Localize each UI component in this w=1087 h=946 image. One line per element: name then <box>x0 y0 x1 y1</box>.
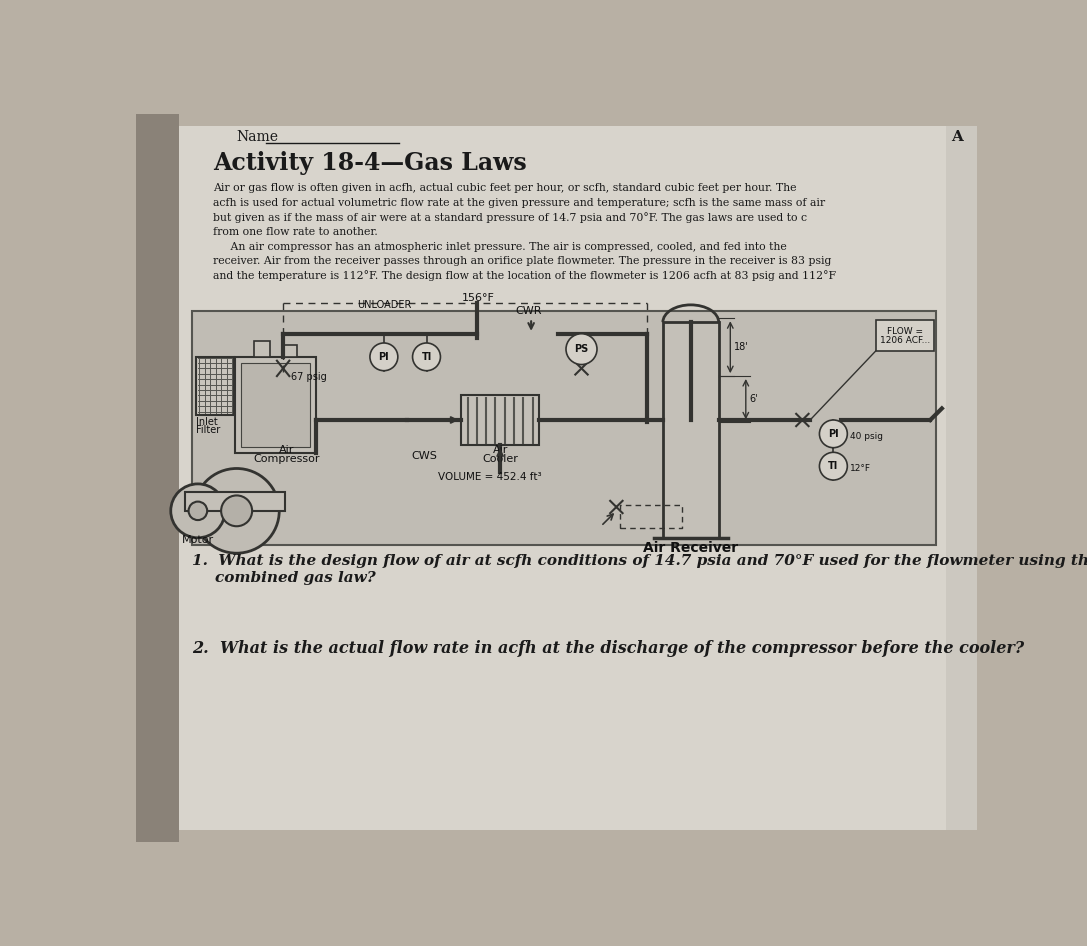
Text: PS: PS <box>574 344 589 354</box>
Text: Filter: Filter <box>197 425 221 435</box>
Text: 1206 ACF...: 1206 ACF... <box>880 336 930 345</box>
Circle shape <box>820 452 848 480</box>
Text: FLOW =: FLOW = <box>887 327 923 336</box>
Bar <box>241 363 310 447</box>
Text: A: A <box>951 131 963 144</box>
Text: Activity 18-4—Gas Laws: Activity 18-4—Gas Laws <box>213 150 527 175</box>
Bar <box>136 114 167 842</box>
Bar <box>185 492 286 511</box>
Text: 40 psig: 40 psig <box>850 431 884 441</box>
Text: PI: PI <box>828 429 839 439</box>
Text: CWR: CWR <box>515 307 542 317</box>
Text: Air or gas flow is often given in acfh, actual cubic feet per hour, or scfh, sta: Air or gas flow is often given in acfh, … <box>213 184 797 193</box>
Text: Air: Air <box>492 445 508 455</box>
Text: Air Receiver: Air Receiver <box>644 541 738 554</box>
Text: 2.  What is the actual flow rate in acfh at the discharge of the compressor befo: 2. What is the actual flow rate in acfh … <box>191 640 1024 657</box>
Circle shape <box>820 420 848 447</box>
Bar <box>191 310 936 546</box>
Text: from one flow rate to another.: from one flow rate to another. <box>213 227 378 237</box>
Bar <box>254 342 270 357</box>
Text: Compressor: Compressor <box>253 453 321 464</box>
Circle shape <box>188 501 208 520</box>
Text: but given as if the mass of air were at a standard pressure of 14.7 psia and 70°: but given as if the mass of air were at … <box>213 212 808 222</box>
Text: TI: TI <box>422 352 432 361</box>
Bar <box>235 357 316 453</box>
Circle shape <box>171 484 225 537</box>
Circle shape <box>413 343 440 371</box>
Bar <box>946 126 977 831</box>
Text: PI: PI <box>378 352 389 361</box>
Text: Inlet: Inlet <box>197 417 218 428</box>
Text: Name: Name <box>237 131 278 144</box>
Text: An air compressor has an atmospheric inlet pressure. The air is compressed, cool: An air compressor has an atmospheric inl… <box>213 242 787 252</box>
Text: Air: Air <box>279 445 295 455</box>
Text: CWS: CWS <box>411 451 437 462</box>
Bar <box>876 320 934 351</box>
Circle shape <box>370 343 398 371</box>
Text: VOLUME = 452.4 ft³: VOLUME = 452.4 ft³ <box>438 472 541 482</box>
Text: 1.  What is the design flow of air at scfh conditions of 14.7 psia and 70°F used: 1. What is the design flow of air at scf… <box>191 553 1087 568</box>
Bar <box>282 345 297 357</box>
Text: receiver. Air from the receiver passes through an orifice plate flowmeter. The p: receiver. Air from the receiver passes t… <box>213 256 832 267</box>
Text: combined gas law?: combined gas law? <box>215 570 375 585</box>
Text: 67 psig: 67 psig <box>291 372 326 382</box>
Circle shape <box>221 496 252 526</box>
Text: 6': 6' <box>750 394 759 404</box>
Text: 156°F: 156°F <box>461 293 495 304</box>
Circle shape <box>566 334 597 364</box>
Bar <box>197 357 234 414</box>
Text: Cooler: Cooler <box>483 453 518 464</box>
Text: TI: TI <box>828 462 838 471</box>
Text: acfh is used for actual volumetric flow rate at the given pressure and temperatu: acfh is used for actual volumetric flow … <box>213 198 825 208</box>
Text: Motor: Motor <box>182 535 214 545</box>
Text: UNLOADER: UNLOADER <box>357 300 411 310</box>
Text: 12°F: 12°F <box>850 464 872 473</box>
Circle shape <box>193 468 279 553</box>
Bar <box>663 323 719 537</box>
Text: and the temperature is 112°F. The design flow at the location of the flowmeter i: and the temperature is 112°F. The design… <box>213 271 837 281</box>
Text: 18': 18' <box>734 342 749 352</box>
Bar <box>461 395 539 446</box>
Bar <box>136 114 178 842</box>
